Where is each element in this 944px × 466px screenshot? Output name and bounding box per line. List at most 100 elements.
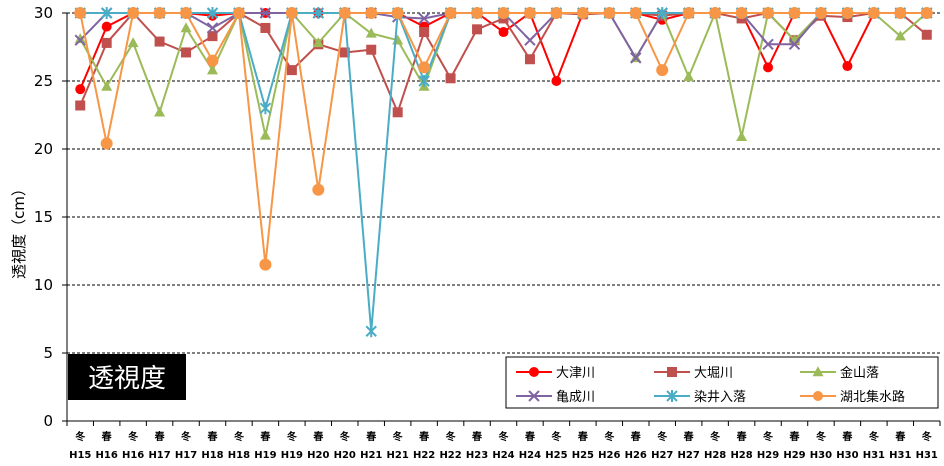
x-tick-year: H17 [175, 450, 197, 461]
x-tick-season: 冬 [869, 430, 879, 443]
series-point [286, 65, 297, 76]
x-tick-year: H20 [334, 450, 356, 461]
x-tick-season: 冬 [657, 430, 667, 443]
x-tick-year: H31 [916, 450, 938, 461]
x-tick-year: H27 [678, 450, 700, 461]
y-tick-labels: 0 5 10 15 20 25 30 [34, 4, 53, 430]
series-point [841, 7, 854, 19]
series-5 [74, 7, 933, 271]
legend-swatch-marker [812, 366, 824, 377]
series-point [867, 7, 880, 19]
series-point [814, 7, 827, 19]
legend-label: 亀成川 [556, 390, 595, 405]
series-point [127, 37, 139, 48]
series-point [74, 33, 86, 44]
series-point [683, 71, 695, 82]
series-point [365, 27, 377, 38]
series-point [551, 76, 562, 86]
x-tick-year: H28 [704, 450, 726, 461]
legend-swatch-marker [529, 367, 539, 377]
series-point [497, 7, 510, 19]
legend-label: 湖北集水路 [840, 389, 905, 405]
x-tick-year: H27 [651, 450, 673, 461]
series-point [629, 7, 642, 19]
title-box: 透視度 [68, 354, 186, 400]
x-tick-year: H18 [228, 450, 250, 461]
y-tick-label: 30 [34, 4, 53, 22]
series-point [153, 7, 166, 19]
series-line [79, 9, 927, 265]
series-point [180, 7, 193, 19]
series-point [180, 22, 192, 33]
series-point [392, 107, 403, 118]
series-point [207, 31, 218, 42]
series-point [894, 30, 906, 41]
x-tick-season: 春 [684, 430, 694, 443]
series-point [630, 52, 642, 64]
x-tick-season: 春 [208, 430, 218, 443]
series-point [656, 7, 668, 19]
legend-label: 染井入落 [694, 390, 746, 405]
series-point [524, 34, 536, 46]
series-point [762, 38, 774, 50]
series-point [260, 22, 271, 33]
series-point [418, 61, 431, 74]
x-tick-year: H19 [254, 450, 276, 461]
x-tick-labels: 冬 H15 春 H16 冬 H16 春 H17 冬 H17 春 H18 冬 H18 春 H19 冬 H19 春 H20… [69, 430, 938, 461]
series-point [74, 7, 87, 19]
series-point [206, 22, 219, 34]
x-tick-season: 春 [578, 430, 588, 443]
legend-label: 大堀川 [694, 366, 733, 381]
series-point [259, 102, 272, 115]
x-tick-season: 春 [155, 430, 165, 443]
series-point [127, 7, 140, 19]
x-tick-year: H22 [439, 450, 461, 461]
series-point [444, 7, 457, 19]
series-point [100, 137, 113, 150]
x-tick-year: H26 [598, 450, 620, 461]
y-tick-label: 0 [43, 412, 53, 430]
legend-item-2: 金山落 [800, 365, 879, 381]
series-point [418, 75, 430, 87]
series-point [312, 7, 325, 19]
series-point [656, 64, 669, 77]
legend-label: 金山落 [840, 365, 879, 381]
legend-frame [505, 356, 939, 409]
series-point [523, 7, 536, 19]
series-point [285, 7, 298, 19]
series-point [101, 21, 112, 32]
x-tick-season: 冬 [393, 430, 403, 443]
x-tick-season: 冬 [128, 430, 138, 443]
series-point [312, 37, 324, 48]
x-tick-year: H15 [69, 450, 91, 461]
x-tick-year: H23 [466, 450, 488, 461]
x-tick-year: H31 [889, 450, 911, 461]
x-tick-season: 冬 [234, 430, 244, 443]
x-tick-year: H16 [96, 450, 118, 461]
x-tick-season: 冬 [340, 430, 350, 443]
series-point [101, 80, 113, 91]
x-tick-year: H20 [307, 450, 329, 461]
series-point [920, 7, 933, 19]
series-point [365, 7, 378, 19]
x-tick-season: 春 [313, 430, 323, 443]
legend-item-5: 湖北集水路 [800, 389, 905, 405]
x-tick-season: 春 [895, 430, 905, 443]
series-point [576, 7, 589, 19]
x-tick-season: 冬 [181, 430, 191, 443]
legend-item-4: 染井入落 [654, 390, 746, 405]
series-point [206, 54, 219, 67]
y-tick-label: 15 [34, 208, 53, 226]
series-point [736, 131, 748, 142]
legend-swatch-marker [667, 367, 677, 377]
legend-item-0: 大津川 [516, 366, 595, 381]
x-tick-year: H19 [281, 450, 303, 461]
series-point [181, 47, 192, 58]
x-tick-year: H17 [148, 450, 170, 461]
series-point [365, 325, 377, 338]
series-point [471, 7, 484, 19]
gridlines [67, 12, 940, 354]
series-point [312, 183, 325, 196]
series-point [366, 44, 377, 55]
